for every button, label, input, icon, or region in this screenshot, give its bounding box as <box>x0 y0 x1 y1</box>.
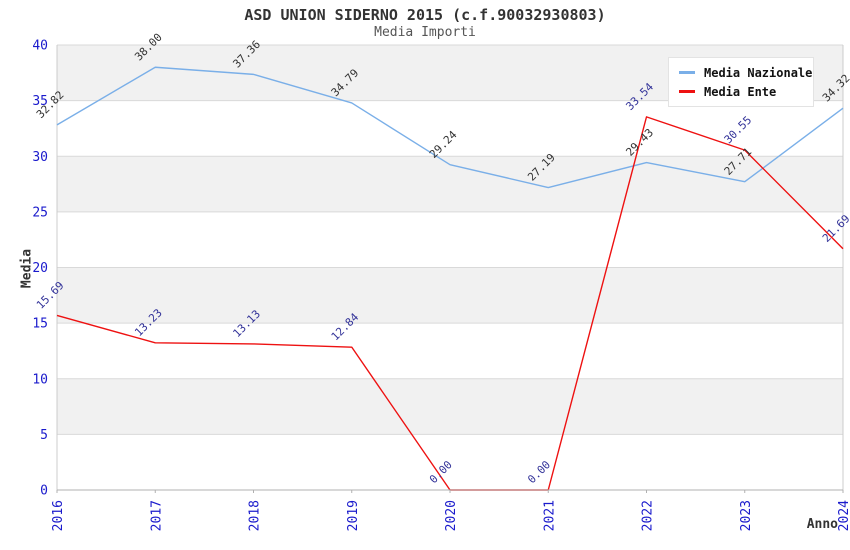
plot-band <box>57 378 843 435</box>
x-tick-label: 2017 <box>149 500 164 531</box>
plot-band <box>57 323 843 379</box>
legend-label-media-ente: Media Ente <box>704 84 777 99</box>
y-axis-title: Media <box>19 248 35 289</box>
y-tick-label: 30 <box>32 150 48 165</box>
y-tick-label: 35 <box>32 94 48 109</box>
legend-item-media-nazionale: Media Nazionale <box>669 63 813 82</box>
y-tick-label: 10 <box>32 372 48 387</box>
plot-band <box>57 100 843 157</box>
legend-swatch-media-ente <box>679 90 695 93</box>
x-tick-label: 2023 <box>739 500 754 531</box>
y-tick-label: 15 <box>32 317 48 332</box>
y-tick-label: 40 <box>32 39 48 54</box>
legend: Media Nazionale Media Ente <box>668 57 814 107</box>
series-line-media-nazionale <box>56 66 844 189</box>
x-tick-label: 2020 <box>444 500 459 531</box>
x-tick-label: 2022 <box>641 500 656 531</box>
plot-band <box>57 434 843 490</box>
plot-band <box>57 211 843 268</box>
y-tick-label: 0 <box>40 484 48 499</box>
y-tick-label: 25 <box>32 205 48 220</box>
x-tick-label: 2018 <box>248 500 263 531</box>
plot-band <box>57 267 843 324</box>
legend-swatch-media-nazionale <box>679 71 695 74</box>
x-axis-title: Anno <box>806 517 838 532</box>
chart-subtitle: Media Importi <box>374 25 476 40</box>
x-tick-label: 2021 <box>542 500 557 531</box>
legend-item-media-ente: Media Ente <box>669 82 813 101</box>
x-tick-label: 2019 <box>346 500 361 531</box>
y-tick-label: 5 <box>40 428 48 443</box>
chart-title: ASD UNION SIDERNO 2015 (c.f.90032930803) <box>244 6 606 24</box>
x-tick-label: 2024 <box>837 500 850 531</box>
legend-label-media-nazionale: Media Nazionale <box>704 65 813 80</box>
x-tick-label: 2016 <box>51 500 66 531</box>
y-tick-label: 20 <box>32 261 48 276</box>
plot-band <box>57 156 843 212</box>
